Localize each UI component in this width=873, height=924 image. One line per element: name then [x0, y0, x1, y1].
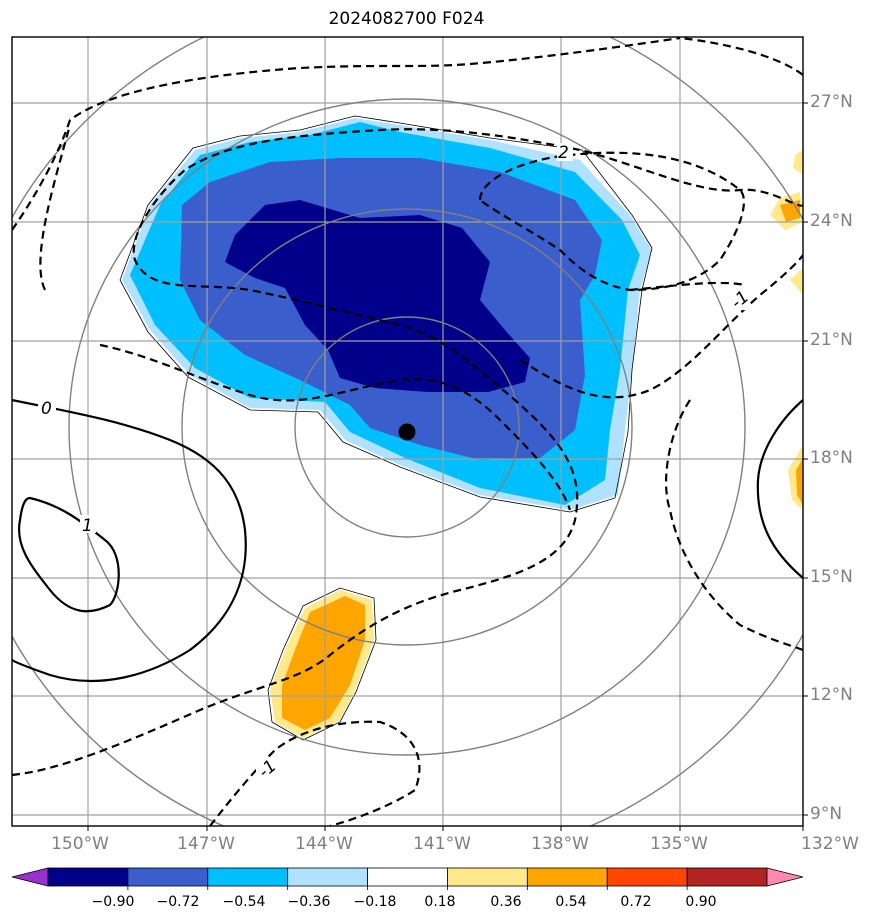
- contour-label-0: 0: [41, 399, 52, 419]
- shaded-field: [119, 115, 803, 741]
- lon-label-138w: 138°W: [531, 834, 589, 854]
- lat-label-9n: 9°N: [810, 804, 843, 824]
- colorbar-tick-label: 0.72: [620, 894, 652, 910]
- lat-label-15n: 15°N: [810, 567, 853, 587]
- field-outline: [119, 115, 653, 513]
- colorbar-tick-label: −0.90: [91, 894, 135, 910]
- yellow-edge-patch-3: [790, 268, 803, 295]
- lat-label-21n: 21°N: [810, 330, 853, 350]
- colorbar-bin: [367, 867, 448, 887]
- colorbar-bin: [47, 867, 129, 887]
- colorbar-bin: [606, 867, 688, 887]
- colorbar-extend-low: [11, 867, 49, 887]
- orange-edge-patch-2: [796, 458, 803, 505]
- map-frame: [11, 36, 804, 827]
- colorbar-bin: [127, 867, 209, 887]
- colorbar-bin: [287, 867, 368, 887]
- colorbar-bin: [447, 867, 528, 887]
- lon-label-150w: 150°W: [51, 834, 109, 854]
- lon-label-132w: 132°W: [801, 834, 859, 854]
- colorbar: [11, 867, 804, 890]
- yellow-edge-patch-2: [793, 150, 803, 175]
- colorbar-bin: [207, 867, 289, 887]
- colorbar-tick-label: −0.72: [156, 894, 200, 910]
- map-title: 2024082700 F024: [328, 9, 485, 29]
- dashed-contours: [12, 37, 803, 826]
- colorbar-tick-label: −0.54: [222, 894, 266, 910]
- range-rings: [12, 37, 803, 826]
- patch-outline: [267, 587, 377, 741]
- colorbar-tick-label: −0.18: [353, 894, 397, 910]
- lat-label-27n: 27°N: [810, 92, 853, 112]
- colorbar-tick-label: −0.36: [287, 894, 331, 910]
- colorbar-tick-label: 0.18: [424, 894, 456, 910]
- contour-label-1: 1: [82, 516, 93, 536]
- lon-label-141w: 141°W: [413, 834, 471, 854]
- graticule: [12, 37, 803, 826]
- contour-label-2: 2: [558, 143, 569, 163]
- navy-region: [225, 200, 530, 392]
- colorbar-tick-label: 0.54: [555, 894, 587, 910]
- axis-ticks: [87, 102, 808, 831]
- lat-label-24n: 24°N: [810, 211, 853, 231]
- storm-center-marker: [398, 423, 416, 441]
- lon-label-147w: 147°W: [177, 834, 235, 854]
- lat-label-18n: 18°N: [810, 448, 853, 468]
- colorbar-extend-high: [766, 867, 804, 887]
- colorbar-tick-label: 0.90: [685, 894, 717, 910]
- colorbar-tick-label: 0.36: [490, 894, 522, 910]
- colorbar-bin: [686, 867, 768, 887]
- contour-labels: 0 1 2 -1 -1: [38, 143, 753, 782]
- lon-label-135w: 135°W: [650, 834, 708, 854]
- lon-label-144w: 144°W: [295, 834, 353, 854]
- colorbar-bin: [526, 867, 608, 887]
- lat-label-12n: 12°N: [810, 685, 853, 705]
